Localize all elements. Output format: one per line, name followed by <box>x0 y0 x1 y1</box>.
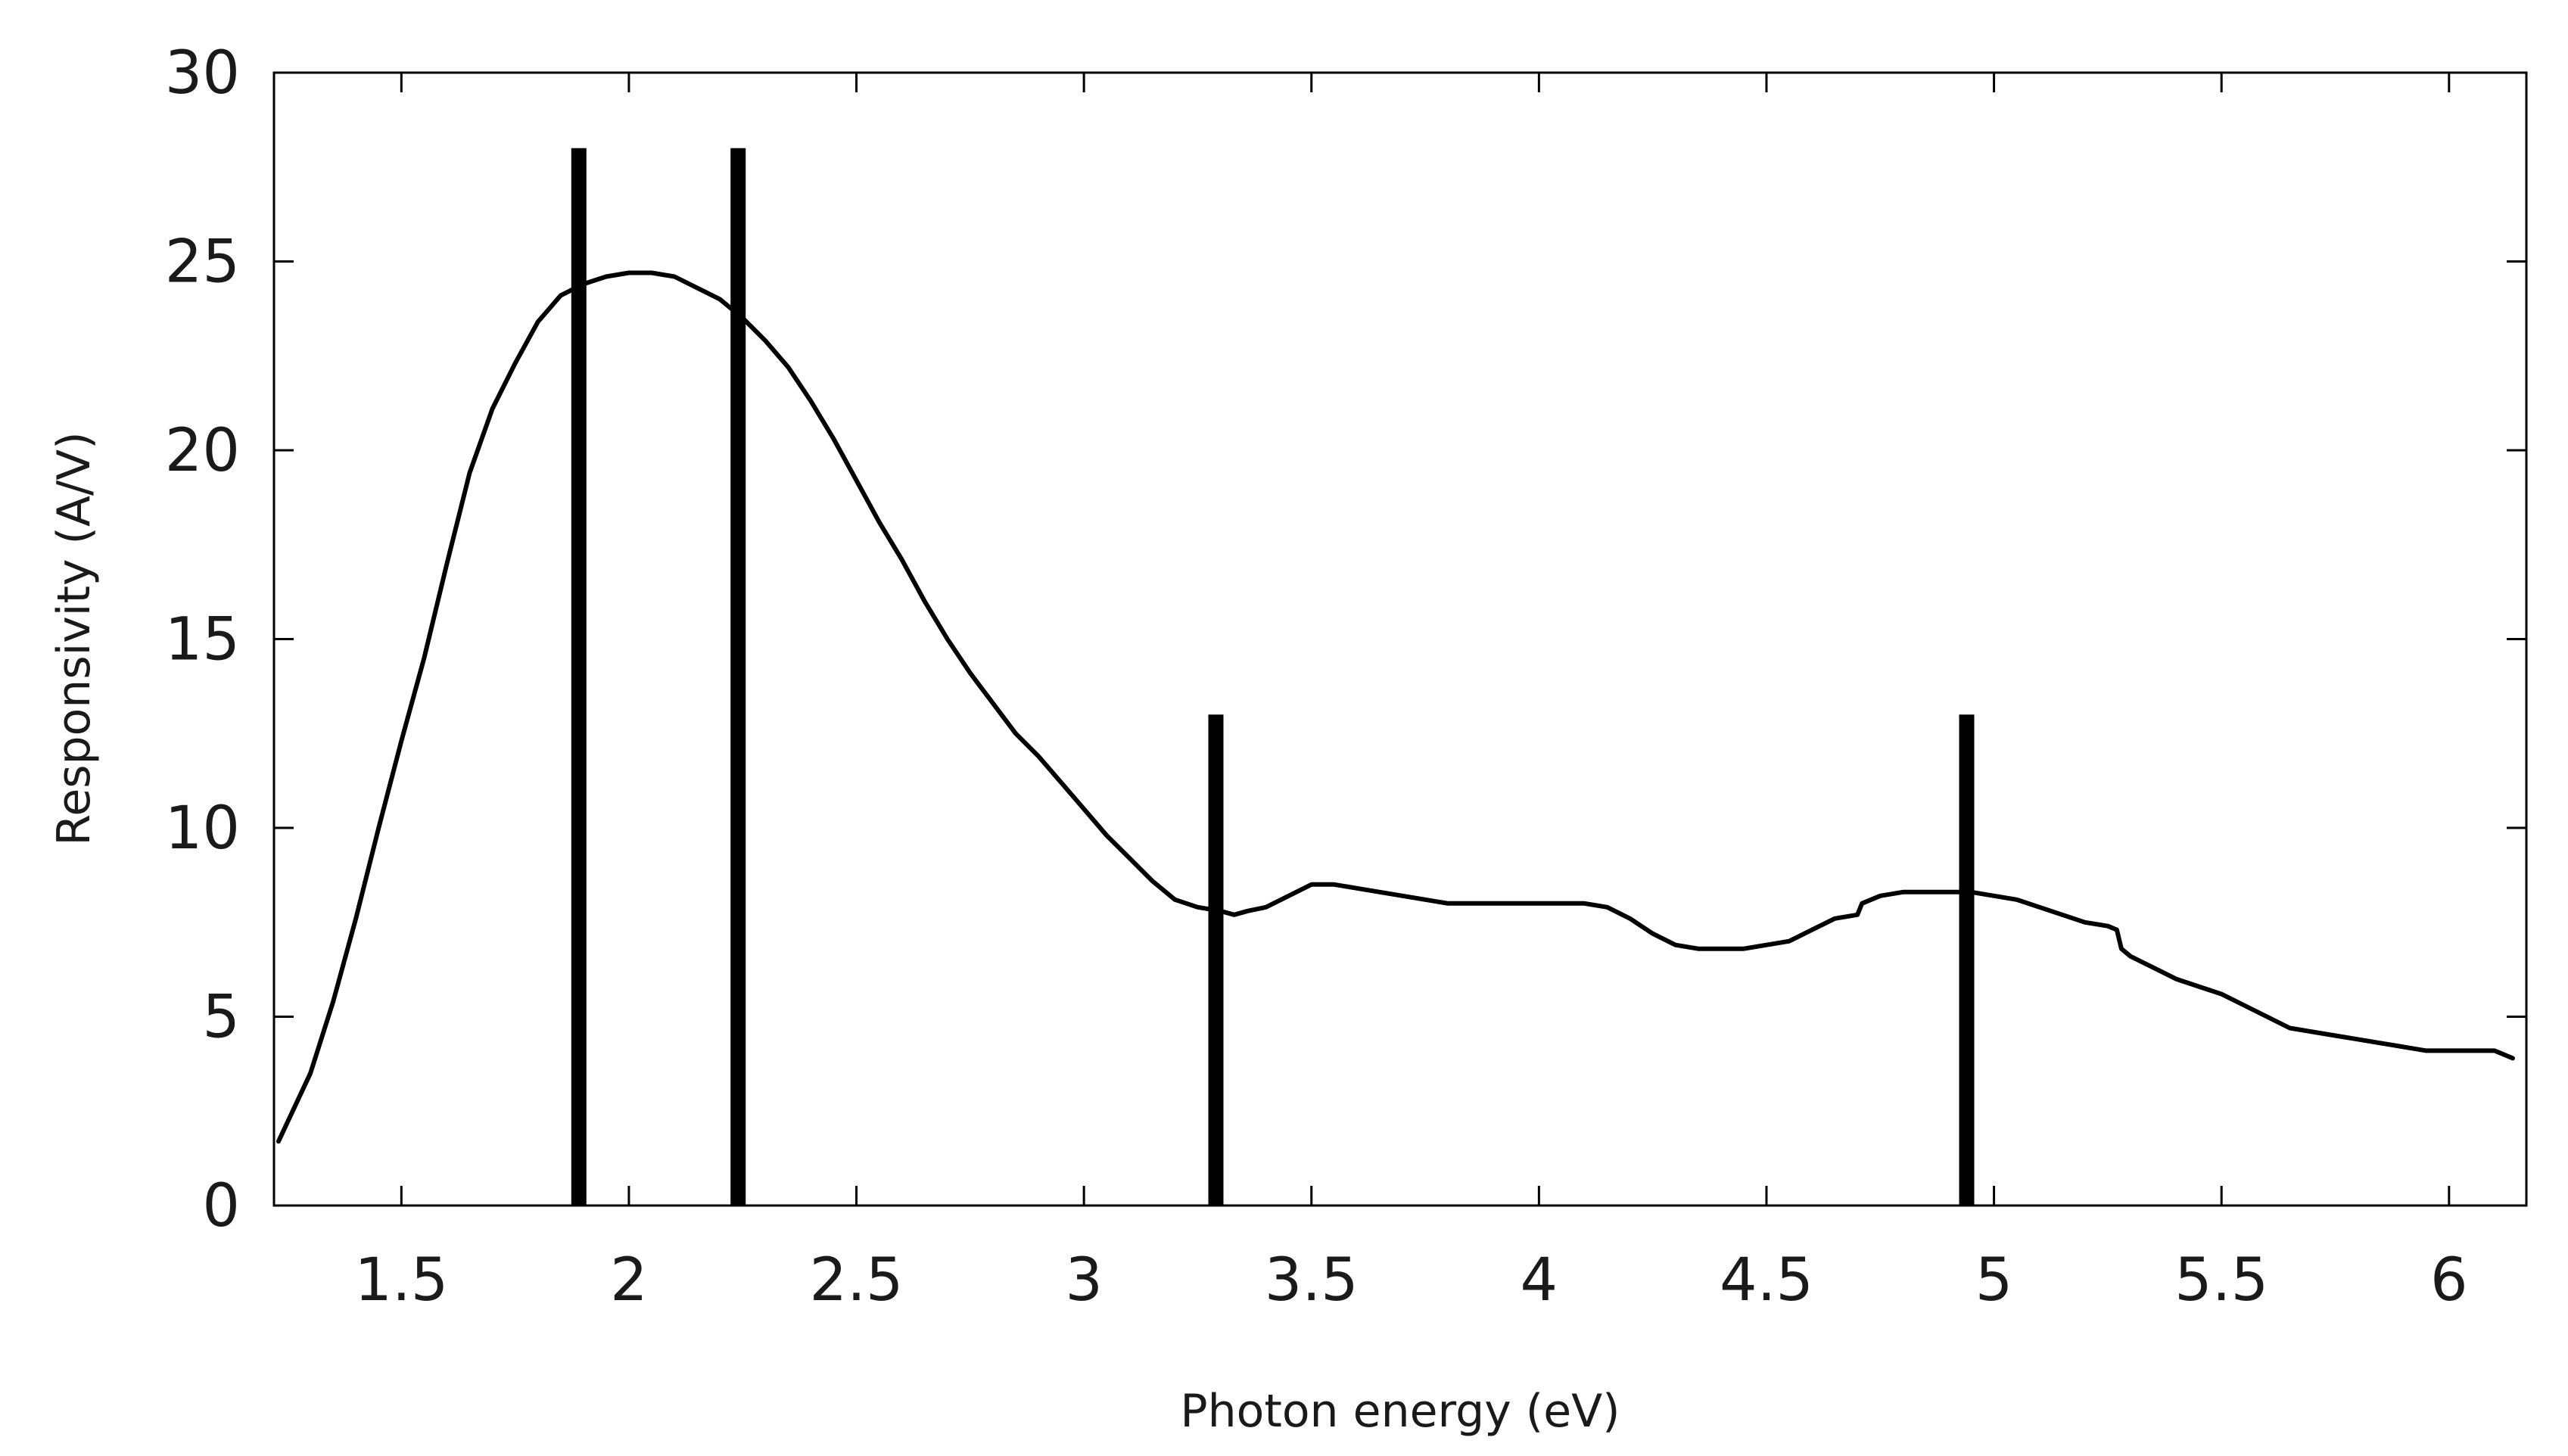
y-tick-label: 5 <box>202 984 240 1052</box>
y-tick-label: 10 <box>165 795 240 863</box>
x-tick-label: 4.5 <box>1720 1246 1813 1314</box>
x-tick-label: 1.5 <box>354 1246 448 1314</box>
x-tick-label: 6 <box>2430 1246 2468 1314</box>
y-axis-title: Responsivity (A/V) <box>48 431 101 845</box>
vertical-markers <box>571 148 1975 1206</box>
x-tick-labels: 1.5 2 2.5 3 3.5 4 4.5 5 5.5 6 <box>354 1246 2467 1314</box>
x-tick-label: 2 <box>610 1246 648 1314</box>
x-tick-label: 2.5 <box>810 1246 904 1314</box>
y-tick-labels: 0 5 10 15 20 25 30 <box>165 39 240 1240</box>
x-tick-label: 5 <box>1975 1246 2013 1314</box>
y-tick-label: 25 <box>165 229 240 297</box>
x-tick-label: 3 <box>1065 1246 1103 1314</box>
x-tick-label: 5.5 <box>2174 1246 2268 1314</box>
plot-frame <box>272 71 2528 1207</box>
x-tick-label: 4 <box>1521 1246 1558 1314</box>
axis-ticks <box>274 71 2526 1207</box>
responsivity-line <box>276 270 2515 1144</box>
x-axis-title: Photon energy (eV) <box>1180 1385 1620 1438</box>
y-tick-label: 20 <box>165 417 240 485</box>
y-tick-label: 30 <box>165 39 240 107</box>
y-tick-label: 15 <box>165 606 240 674</box>
y-tick-label: 0 <box>202 1172 240 1240</box>
x-tick-label: 3.5 <box>1265 1246 1359 1314</box>
